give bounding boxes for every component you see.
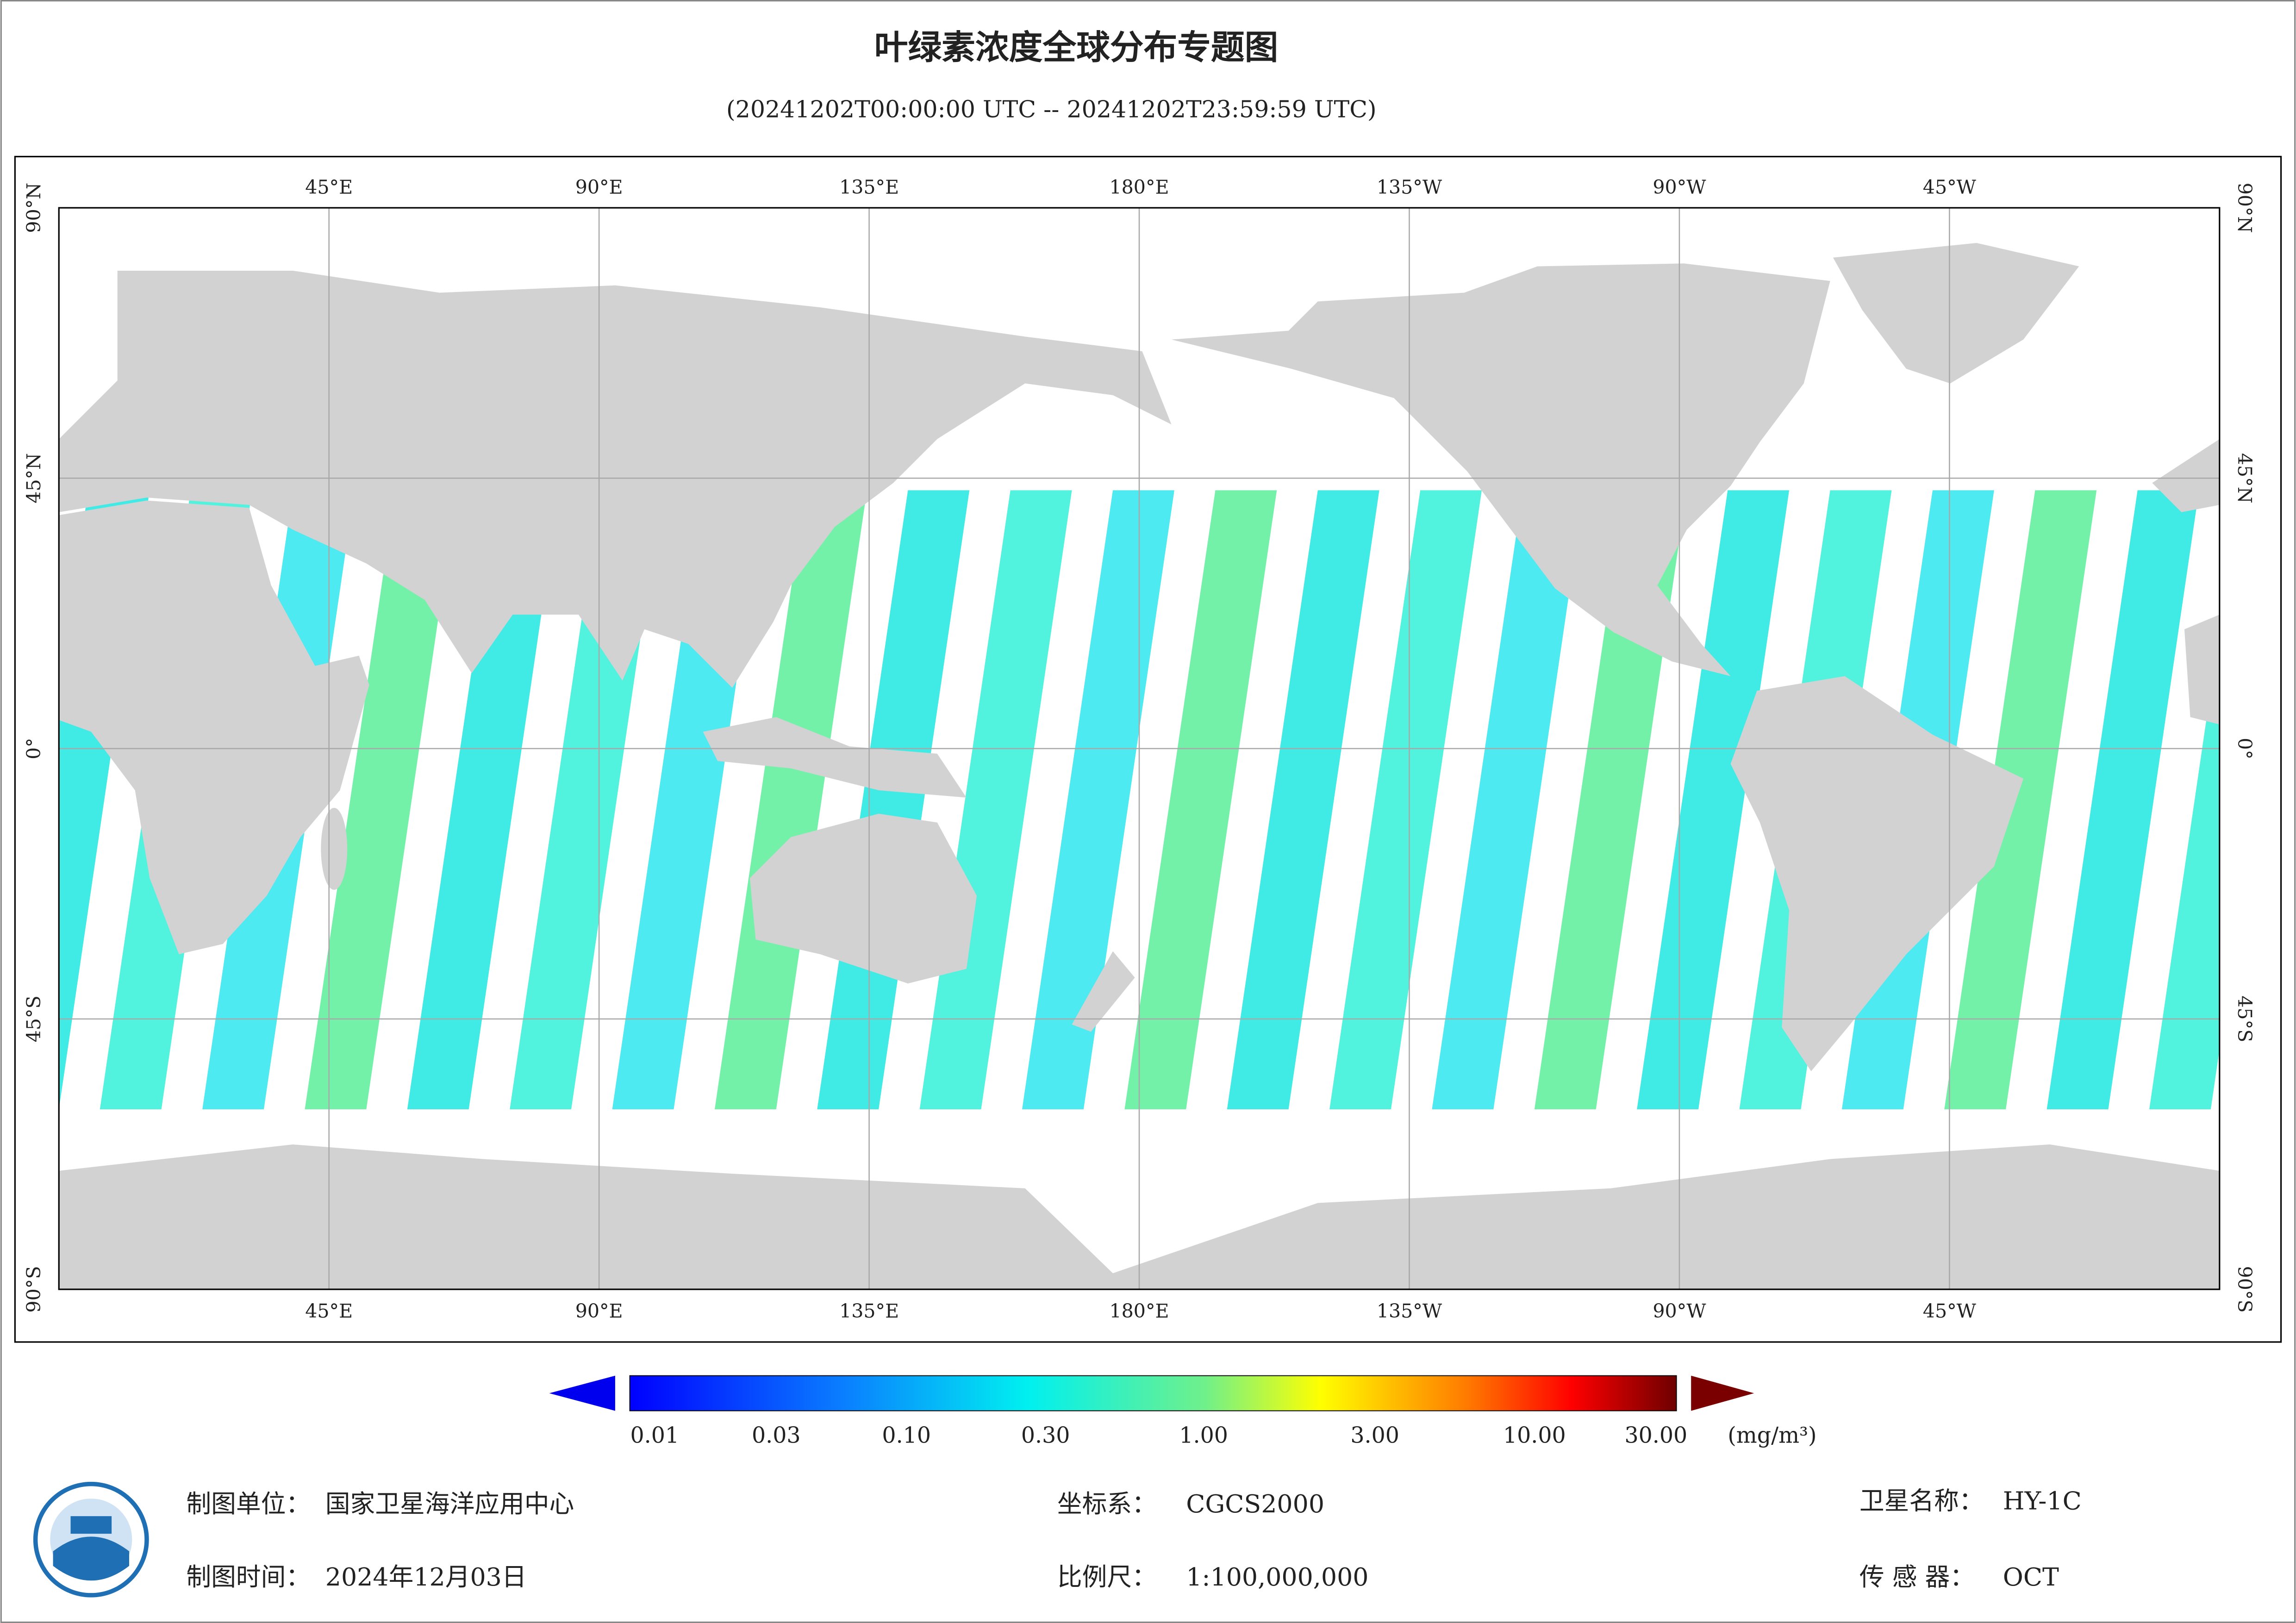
lon-label: 45°E: [305, 1300, 353, 1322]
lon-label: 180°E: [1110, 176, 1169, 198]
south-america: [1730, 676, 2024, 1071]
lon-label: 45°E: [305, 176, 353, 198]
australia: [749, 814, 977, 984]
footer-value: HY-1C: [2003, 1486, 2082, 1516]
swath: [407, 490, 560, 1110]
lon-label: 45°W: [1923, 176, 1977, 198]
new-zealand: [1072, 951, 1135, 1032]
lon-label: 135°W: [1377, 176, 1442, 198]
lat-label: 45°N: [23, 453, 45, 504]
swath: [1124, 490, 1277, 1110]
lat-label: 45°N: [2234, 453, 2256, 504]
map-border: [58, 207, 2221, 1290]
footer-label: 制图时间：: [186, 1562, 311, 1592]
graticule: [59, 208, 2220, 1289]
title: 叶绿素浓度全球分布专题图: [874, 28, 1279, 68]
colorbar-label: 0.30: [1021, 1423, 1070, 1448]
africa: [59, 500, 369, 954]
colorbar-label: 0.10: [882, 1423, 931, 1448]
footer-label: 比例尺：: [1057, 1562, 1157, 1592]
lat-label: 90°N: [2234, 183, 2256, 233]
swath: [1637, 490, 1790, 1110]
europe-west: [2152, 439, 2220, 512]
footer-value: 1:100,000,000: [1186, 1562, 1368, 1592]
greenland: [1833, 243, 2079, 384]
colorbar-high-arrow: [1691, 1375, 1754, 1411]
lat-label: 90°S: [2234, 1266, 2256, 1312]
colorbar-low-arrow: [549, 1375, 615, 1411]
swath: [1329, 490, 1482, 1110]
footer-value: 国家卫星海洋应用中心: [325, 1489, 574, 1518]
lat-label: 0°: [2234, 738, 2256, 759]
lon-label: 135°W: [1377, 1300, 1442, 1322]
swath: [1022, 490, 1174, 1110]
swath: [1432, 490, 1585, 1110]
lon-label: 90°E: [575, 1300, 623, 1322]
swath: [2046, 490, 2199, 1110]
colorbar-unit: (mg/m³): [1728, 1423, 1816, 1448]
colorbar-label: 1.00: [1179, 1423, 1228, 1448]
colorbar-label: 0.01: [630, 1423, 680, 1448]
swath: [2149, 630, 2220, 1110]
swath: [714, 490, 867, 1110]
subtitle: (20241202T00:00:00 UTC -- 20241202T23:59…: [726, 95, 1377, 123]
lat-label: 45°S: [2234, 995, 2256, 1042]
colorbar-label: 3.00: [1350, 1423, 1399, 1448]
colorbar-labels: 0.01 0.03 0.10 0.30 1.00 3.00 10.00 30.00: [630, 1423, 1688, 1448]
lon-label: 45°W: [1923, 1300, 1977, 1322]
lat-label: 90°N: [23, 183, 45, 233]
footer-label: 传 感 器：: [1859, 1562, 1975, 1592]
lon-label: 135°E: [839, 176, 899, 198]
map-labels: 45°E 45°E 90°E 90°E 135°E 135°E 180°E 180°E 135°…: [23, 176, 2256, 1322]
colorbar: [629, 1375, 1677, 1412]
footer-label: 制图单位：: [186, 1489, 311, 1518]
footer-label: 卫星名称：: [1859, 1486, 1984, 1516]
lat-label: 45°S: [23, 995, 45, 1042]
swath: [305, 490, 457, 1110]
map-frame: [14, 155, 2282, 1343]
eurasia: [59, 271, 1172, 688]
footer-label: 坐标系：: [1057, 1489, 1157, 1518]
indonesia: [703, 717, 967, 798]
logo: [33, 1481, 149, 1598]
footer-value: CGCS2000: [1186, 1489, 1324, 1518]
footer-value: 2024年12月03日: [325, 1562, 527, 1592]
madagascar: [321, 808, 348, 890]
west-africa: [2184, 615, 2220, 725]
map: [59, 208, 2220, 1289]
lon-label: 90°W: [1653, 176, 1706, 198]
colorbar-label: 30.00: [1624, 1423, 1687, 1448]
lon-label: 90°E: [575, 176, 623, 198]
lat-label: 0°: [23, 738, 45, 759]
north-america: [1171, 263, 1830, 676]
colorbar-label: 0.03: [752, 1423, 801, 1448]
lon-label: 135°E: [839, 1300, 899, 1322]
lon-label: 180°E: [1110, 1300, 1169, 1322]
swath: [1227, 490, 1379, 1110]
footer-value: OCT: [2003, 1562, 2059, 1592]
swath: [1944, 490, 2097, 1110]
lon-label: 90°W: [1653, 1300, 1706, 1322]
colorbar-label: 10.00: [1503, 1423, 1566, 1448]
lat-label: 90°S: [23, 1266, 45, 1312]
